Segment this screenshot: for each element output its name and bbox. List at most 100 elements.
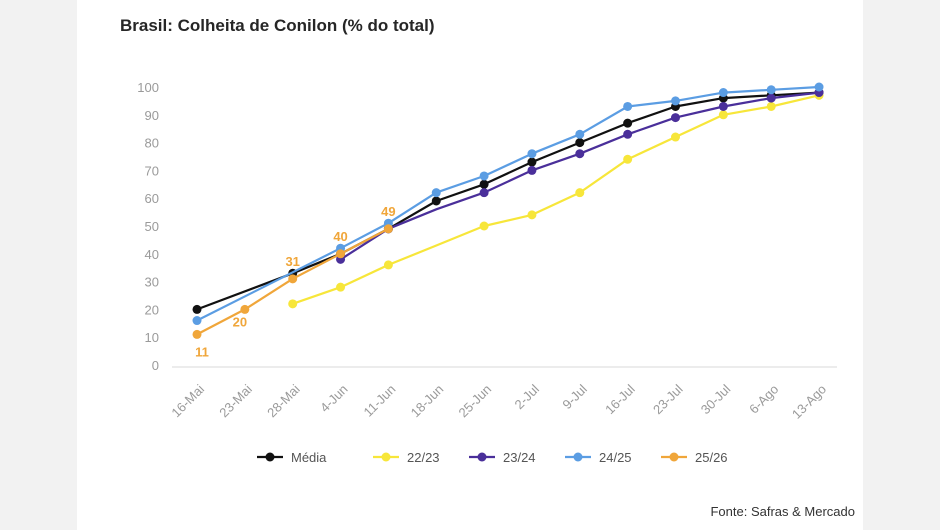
x-tick-label: 28-Mai [264,381,303,420]
x-tick-label: 11-Jun [360,382,398,420]
point-22-23 [718,110,728,120]
point-m-dia [623,118,633,128]
x-tick-label: 13-Ago [789,382,829,422]
legend-marker [381,452,391,462]
series-22-23 [288,90,824,309]
x-tick-label: 4-Jun [317,382,351,416]
legend-marker [477,452,487,462]
data-label: 49 [381,204,395,219]
point-24-25 [718,88,728,98]
point-22-23 [671,132,680,142]
point-22-23 [527,210,537,220]
y-tick-label: 30 [145,275,159,290]
y-tick-label: 0 [152,358,159,373]
x-tick-label: 9-Jul [559,381,590,412]
legend-item-22-23: 22/23 [373,450,440,465]
point-22-23 [575,188,585,198]
point-m-dia [479,179,489,189]
point-24-25 [766,85,776,95]
data-label: 11 [195,344,209,359]
x-tick-label: 2-Jul [512,381,543,412]
x-axis: 16-Mai 23-Mai 28-Mai 4-Jun 11-Jun 18-Jun 25-Ju… [168,366,837,422]
x-tick-label: 25-Jun [456,382,495,421]
point-24-25 [671,96,680,106]
legend-label: 23/24 [503,450,536,465]
series-25-26 [192,224,393,339]
y-tick-label: 10 [145,330,159,345]
point-23-24 [671,113,680,123]
y-tick-label: 90 [145,108,159,123]
point-22-23 [479,221,489,231]
legend-item-24-25: 24/25 [565,450,632,465]
point-24-25 [623,101,633,111]
point-23-24 [527,165,537,175]
legend-label: 25/26 [695,450,728,465]
data-label: 20 [233,314,247,329]
chart-title: Brasil: Colheita de Conilon (% do total) [120,16,435,35]
point-22-23 [766,101,776,111]
legend-item-25-26: 25/26 [661,450,728,465]
series-line-23-24 [340,91,820,261]
x-tick-label: 16-Mai [168,381,207,420]
legend-item-23-24: 23/24 [469,450,536,465]
point-24-25 [527,149,537,159]
point-25-26 [240,304,250,314]
point-24-25 [575,129,585,139]
data-label: 31 [285,254,299,269]
legend: Média 22/23 23/24 24/25 25/26 [257,450,728,465]
chart-card: Brasil: Colheita de Conilon (% do total)… [77,0,863,530]
y-tick-label: 40 [145,247,159,262]
legend-item-m-dia: Média [257,450,327,465]
point-22-23 [383,260,393,270]
x-tick-label: 23-Mai [216,381,255,420]
point-m-dia [192,304,202,314]
point-m-dia [527,157,537,167]
x-tick-label: 16-Jul [602,381,638,417]
legend-label: 22/23 [407,450,440,465]
point-24-25 [814,82,824,92]
legend-marker [573,452,583,462]
series-m-dia [192,88,824,314]
legend-marker [265,452,275,462]
point-24-25 [431,188,441,198]
point-23-24 [766,93,776,103]
source-note: Fonte: Safras & Mercado [710,504,855,519]
y-tick-label: 100 [137,80,159,95]
series-line-24-25 [196,85,820,322]
legend-marker [669,452,679,462]
series-line-22-23 [292,94,820,305]
x-tick-label: 18-Jun [408,382,447,421]
y-tick-label: 70 [145,163,159,178]
point-23-24 [575,149,585,159]
y-tick-label: 50 [145,219,159,234]
point-23-24 [718,101,728,111]
series-23-24 [336,88,824,264]
data-label: 40 [333,229,347,244]
data-labels: 11 20 31 40 49 [195,204,396,360]
y-tick-label: 20 [145,302,159,317]
point-22-23 [288,299,298,309]
y-tick-label: 60 [145,191,159,206]
x-tick-label: 23-Jul [650,381,686,417]
point-25-26 [192,329,202,339]
point-m-dia [431,196,441,206]
y-tick-label: 80 [145,136,159,151]
x-tick-label: 6-Ago [746,382,781,417]
point-25-26 [383,224,393,234]
legend-label: 24/25 [599,450,632,465]
point-22-23 [336,282,346,292]
point-23-24 [479,188,489,198]
x-tick-label: 30-Jul [698,381,734,417]
point-25-26 [288,274,298,284]
point-24-25 [192,316,202,326]
point-24-25 [479,171,489,181]
series-24-25 [192,82,824,326]
legend-label: Média [291,450,327,465]
point-25-26 [336,249,346,259]
point-22-23 [623,154,633,164]
line-chart: Brasil: Colheita de Conilon (% do total)… [120,16,855,519]
series-layer [192,82,824,339]
point-m-dia [575,138,585,148]
point-23-24 [623,129,633,139]
y-axis: 0 10 20 30 40 50 60 70 80 90 100 [137,80,159,373]
